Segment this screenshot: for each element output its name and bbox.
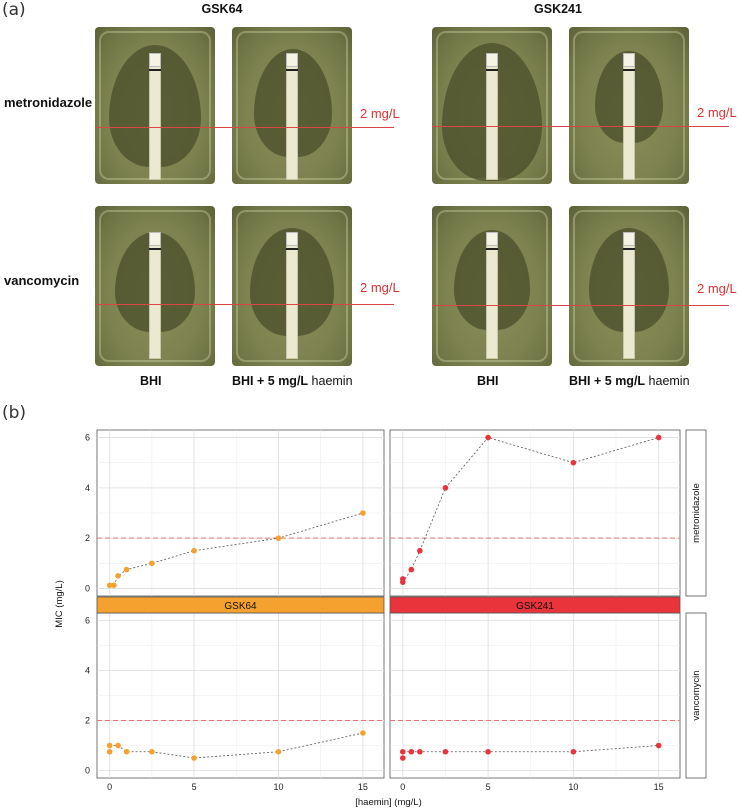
y-tick-label: 2 — [85, 533, 90, 543]
strip-GSK64 — [96, 596, 385, 614]
data-point-GSK64-vancomycin — [275, 748, 282, 755]
data-point-GSK241-vancomycin — [399, 755, 406, 761]
x-tick-label: 0 — [107, 782, 112, 792]
data-point-GSK241-metronidazole — [485, 434, 491, 441]
panel-a-label: (a) — [2, 0, 26, 20]
x-axis-title: [haemin] (mg/L) — [355, 797, 422, 808]
plate-gsk241-metronidazole-haemin — [569, 27, 689, 184]
data-point-GSK241-metronidazole — [570, 459, 577, 466]
data-point-GSK241-vancomycin — [408, 748, 415, 755]
data-point-GSK64-vancomycin — [360, 730, 366, 736]
plate-gsk64-vancomycin-haemin — [232, 206, 352, 366]
x-tick-label: 10 — [568, 782, 578, 792]
data-point-GSK241-vancomycin — [442, 748, 449, 755]
data-point-GSK64-vancomycin — [123, 748, 130, 755]
mic-line-gsk64-metronidazole — [95, 127, 352, 128]
data-point-GSK241-metronidazole — [417, 547, 423, 554]
column-label-haemin-gsk64: BHI + 5 mg/L haemin — [232, 374, 353, 388]
strip-label-vancomycin: vancomycin — [691, 670, 702, 720]
x-tick-label: 15 — [358, 782, 368, 792]
row-label-metronidazole: metronidazole — [4, 95, 93, 110]
strip-label-GSK241: GSK241 — [516, 601, 554, 612]
x-tick-label: 15 — [654, 782, 664, 792]
data-point-GSK241-vancomycin — [485, 748, 491, 755]
row-label-vancomycin: vancomycin — [4, 273, 80, 288]
mic-label-gsk241-vancomycin: 2 mg/L — [697, 281, 737, 296]
data-point-GSK64-metronidazole — [111, 582, 117, 589]
plate-gsk64-metronidazole-bhi — [95, 27, 215, 184]
data-point-GSK64-metronidazole — [360, 510, 366, 516]
mic-line-gsk241-vancomycin-ext — [689, 305, 729, 306]
plate-gsk64-vancomycin-bhi — [95, 206, 215, 366]
data-point-GSK64-vancomycin — [149, 748, 155, 755]
y-tick-label: 0 — [85, 766, 90, 776]
data-point-GSK64-vancomycin — [191, 755, 197, 761]
y-tick-label: 6 — [85, 433, 90, 443]
plate-gsk241-metronidazole-bhi — [432, 27, 552, 184]
data-point-GSK64-metronidazole — [149, 560, 155, 567]
strain-title-gsk64: GSK64 — [201, 2, 243, 16]
data-point-GSK241-vancomycin — [570, 748, 577, 755]
mic-label-gsk64-metronidazole: 2 mg/L — [360, 106, 400, 121]
plate-gsk241-vancomycin-bhi — [432, 206, 552, 366]
strip-GSK241 — [389, 596, 681, 614]
data-point-GSK241-vancomycin — [655, 742, 662, 749]
mic-line-gsk64-vancomycin-ext — [352, 304, 394, 305]
strip-metronidazole — [685, 429, 707, 597]
data-point-GSK241-metronidazole — [655, 434, 662, 441]
data-point-GSK241-vancomycin — [417, 748, 423, 755]
x-tick-label: 5 — [486, 782, 491, 792]
y-tick-label: 0 — [85, 583, 90, 593]
strip-label-GSK64: GSK64 — [224, 601, 257, 612]
y-tick-label: 4 — [85, 483, 90, 493]
plate-gsk64-metronidazole-haemin — [232, 27, 352, 184]
column-label-bhi-gsk64: BHI — [140, 374, 162, 388]
x-tick-label: 5 — [192, 782, 197, 792]
mic-label-gsk241-metronidazole: 2 mg/L — [697, 105, 737, 120]
mic-label-gsk64-vancomycin: 2 mg/L — [360, 280, 400, 295]
mic-line-gsk241-vancomycin — [432, 305, 689, 306]
column-label-haemin-gsk241: BHI + 5 mg/L haemin — [569, 374, 690, 388]
data-point-GSK241-vancomycin — [399, 748, 406, 755]
data-point-GSK64-metronidazole — [115, 573, 121, 579]
mic-line-gsk64-metronidazole-ext — [352, 127, 394, 128]
data-point-GSK241-metronidazole — [408, 566, 415, 573]
data-point-GSK241-metronidazole — [442, 485, 449, 491]
data-point-GSK241-metronidazole — [399, 576, 406, 582]
data-point-GSK64-vancomycin — [115, 742, 121, 749]
mic-line-gsk241-metronidazole — [432, 126, 689, 127]
x-tick-label: 0 — [400, 782, 405, 792]
data-point-GSK64-metronidazole — [191, 547, 197, 554]
data-point-GSK64-vancomycin — [106, 742, 113, 749]
plate-gsk241-vancomycin-haemin — [569, 206, 689, 366]
data-point-GSK64-metronidazole — [275, 535, 282, 541]
y-tick-label: 4 — [85, 666, 90, 676]
mic-faceted-chart: 0 2 4 6 0 2 4 6 0 5 10 15 0 5 10 15 GSK64 GSK241 metronida… — [54, 429, 707, 808]
mic-line-gsk64-vancomycin — [95, 304, 352, 305]
strain-title-gsk241: GSK241 — [534, 2, 582, 16]
mic-line-gsk241-metronidazole-ext — [689, 126, 729, 127]
y-tick-label: 6 — [85, 616, 90, 626]
panel-b-label: (b) — [2, 403, 27, 423]
y-axis-title: MIC (mg/L) — [54, 580, 65, 628]
strip-label-metronidazole: metronidazole — [691, 483, 702, 543]
data-point-GSK64-vancomycin — [106, 748, 113, 755]
data-point-GSK64-metronidazole — [123, 566, 130, 573]
column-label-bhi-gsk241: BHI — [477, 374, 499, 388]
y-tick-label: 2 — [85, 716, 90, 726]
strip-vancomycin — [685, 612, 707, 779]
data-point-GSK64-metronidazole — [106, 582, 113, 589]
x-tick-label: 10 — [273, 782, 283, 792]
